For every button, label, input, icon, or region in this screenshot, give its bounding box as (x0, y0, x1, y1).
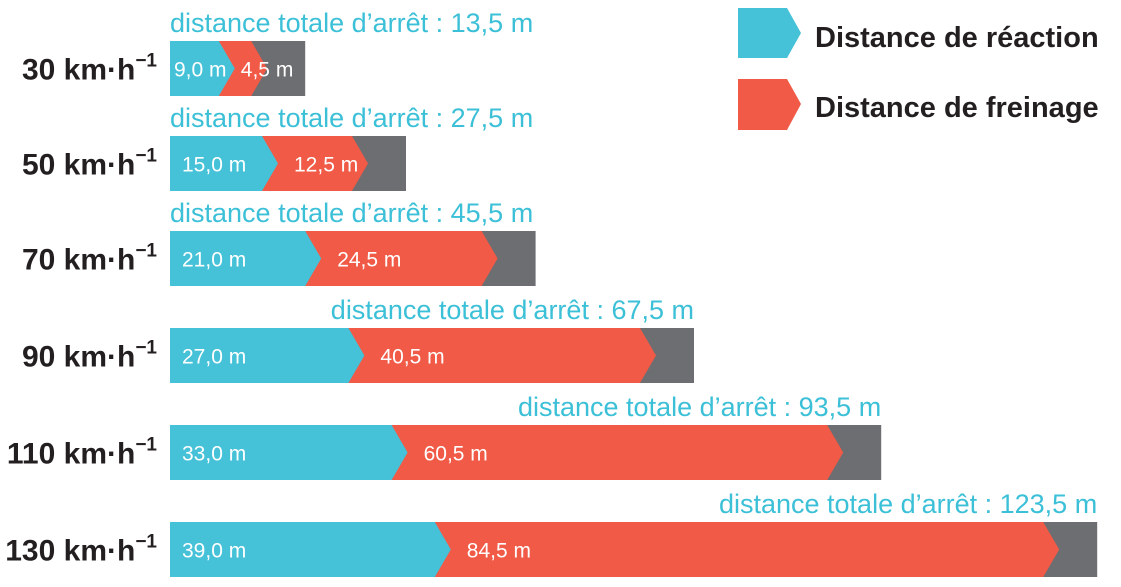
speed-label: 90 km·h−1 (22, 338, 157, 374)
legend-swatch-reaction (738, 8, 801, 58)
bar-segment-braking (434, 522, 1060, 577)
total-distance-label: distance totale d’arrêt : 67,5 m (331, 295, 694, 325)
legend-swatch-braking (738, 79, 801, 130)
total-distance-label: distance totale d’arrêt : 45,5 m (170, 198, 533, 228)
bar-value-braking: 24,5 m (337, 249, 401, 272)
speed-label: 70 km·h−1 (22, 241, 157, 277)
bar-segment-braking (262, 136, 368, 191)
speed-label: 30 km·h−1 (22, 51, 157, 87)
legend-label-braking: Distance de freinage (815, 92, 1099, 124)
bar-segment-reaction (170, 425, 408, 480)
bar-value-reaction: 9,0 m (174, 59, 227, 82)
legend-label-reaction: Distance de réaction (815, 22, 1099, 54)
bar-segment-braking (305, 231, 498, 286)
total-distance-label: distance totale d’arrêt : 93,5 m (518, 392, 881, 422)
bar-row: 9,0 m 4,5 m distance totale d’arrêt : 13,5… (22, 8, 533, 96)
bars-layer: 9,0 m 4,5 m distance totale d’arrêt : 13,5… (5, 8, 1098, 577)
bar-segment-reaction (170, 231, 322, 286)
bar-row: 21,0 m 24,5 m distance totale d’arrêt : 45… (22, 198, 536, 286)
total-distance-label: distance totale d’arrêt : 13,5 m (170, 8, 533, 38)
bar-segment-braking (218, 41, 268, 96)
bar-value-braking: 84,5 m (467, 540, 531, 563)
bar-value-braking: 40,5 m (380, 346, 444, 369)
bar-value-reaction: 15,0 m (182, 154, 246, 177)
bar-segment-reaction (170, 41, 235, 96)
bar-value-reaction: 39,0 m (182, 540, 246, 563)
speed-label: 130 km·h−1 (5, 532, 157, 568)
legend-item-reaction: Distance de réaction (738, 8, 1099, 58)
total-distance-label: distance totale d’arrêt : 27,5 m (170, 103, 533, 133)
bar-row: 33,0 m 60,5 m distance totale d’arrêt : 93… (7, 392, 881, 480)
speed-label: 50 km·h−1 (22, 146, 157, 182)
bar-value-braking: 60,5 m (424, 443, 488, 466)
bar-row: 27,0 m 40,5 m distance totale d’arrêt : 67… (22, 295, 694, 383)
legend: Distance de réaction Distance de freinag… (738, 8, 1099, 130)
bar-value-reaction: 27,0 m (182, 346, 246, 369)
bar-value-reaction: 21,0 m (182, 249, 246, 272)
bar-row: 39,0 m 84,5 m distance totale d’arrêt : 12… (5, 489, 1098, 577)
speed-label: 110 km·h−1 (7, 435, 158, 471)
bar-value-braking: 12,5 m (294, 154, 358, 177)
bar-row: 15,0 m 12,5 m distance totale d’arrêt : 27… (22, 103, 533, 191)
legend-item-braking: Distance de freinage (738, 79, 1099, 130)
bar-value-reaction: 33,0 m (182, 443, 246, 466)
bar-segment-braking (348, 328, 656, 383)
bar-segment-reaction (170, 328, 365, 383)
bar-segment-reaction (170, 136, 278, 191)
bar-segment-reaction (170, 522, 451, 577)
bar-value-braking: 4,5 m (241, 59, 294, 82)
bar-segment-braking (391, 425, 844, 480)
total-distance-label: distance totale d’arrêt : 123,5 m (719, 489, 1097, 519)
